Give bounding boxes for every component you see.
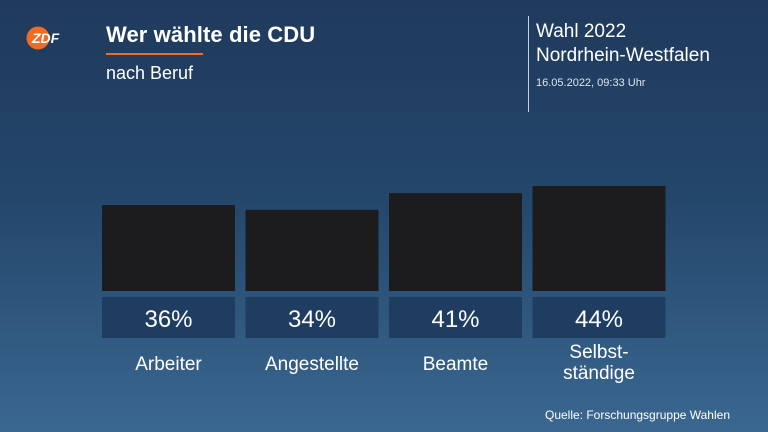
category-label-0: Arbeiter xyxy=(135,354,202,375)
category-label-2: Beamte xyxy=(423,354,488,375)
source-note: Quelle: Forschungsgruppe Wahlen xyxy=(545,408,730,422)
bar-1 xyxy=(245,209,379,291)
chart-title: Wer wählte die CDU xyxy=(106,22,316,47)
logo-text: ZDF xyxy=(31,30,60,46)
zdf-logo: ZDF xyxy=(26,26,60,50)
election-info: Wahl 2022 Nordrhein-Westfalen xyxy=(536,20,710,68)
value-label-box-2 xyxy=(389,297,522,338)
election-year: Wahl 2022 xyxy=(536,21,627,42)
election-region: Nordrhein-Westfalen xyxy=(536,45,710,66)
timestamp: 16.05.2022, 09:33 Uhr xyxy=(536,77,646,89)
value-label-0: 36% xyxy=(144,306,192,333)
chart-subtitle: nach Beruf xyxy=(106,63,194,83)
header-divider xyxy=(528,16,529,112)
value-label-box-1 xyxy=(245,297,379,338)
value-label-2: 41% xyxy=(431,306,479,333)
value-label-box-3 xyxy=(532,297,666,338)
bar-2 xyxy=(389,193,522,291)
category-label-1: Angestellte xyxy=(265,354,359,375)
value-label-box-0 xyxy=(102,297,235,338)
value-label-3: 44% xyxy=(575,306,623,333)
title-underline xyxy=(106,53,203,55)
bar-3 xyxy=(532,186,666,291)
value-label-1: 34% xyxy=(288,306,336,333)
bar-0 xyxy=(102,205,235,291)
category-label-3: Selbst-ständige xyxy=(563,342,635,384)
